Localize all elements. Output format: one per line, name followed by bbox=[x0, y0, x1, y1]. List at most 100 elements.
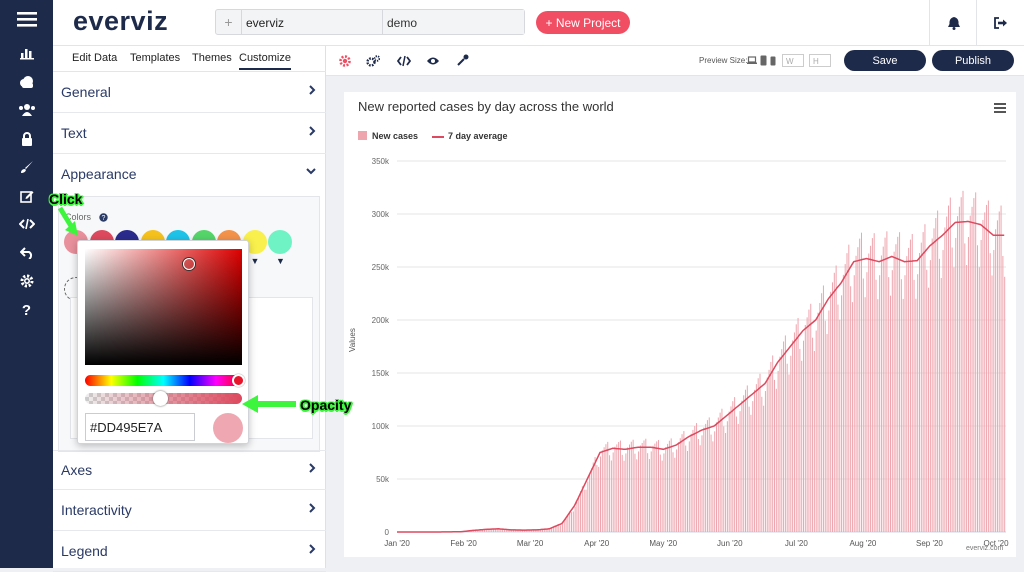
section-appearance[interactable]: Appearance bbox=[53, 155, 326, 195]
bar[interactable] bbox=[497, 529, 498, 532]
bar[interactable] bbox=[1001, 206, 1002, 532]
publish-button[interactable]: Publish bbox=[932, 50, 1014, 71]
bar[interactable] bbox=[624, 461, 625, 532]
bar[interactable] bbox=[696, 423, 697, 532]
bar[interactable] bbox=[662, 461, 663, 532]
bar[interactable] bbox=[558, 526, 559, 532]
bar[interactable] bbox=[895, 244, 896, 532]
bar[interactable] bbox=[912, 234, 913, 532]
bar[interactable] bbox=[959, 207, 960, 532]
bar[interactable] bbox=[665, 447, 666, 532]
bar[interactable] bbox=[899, 232, 900, 532]
bar[interactable] bbox=[680, 438, 681, 532]
chart-icon[interactable] bbox=[0, 40, 53, 66]
bar[interactable] bbox=[629, 445, 630, 532]
bar[interactable] bbox=[631, 442, 632, 532]
trash-icon[interactable]: ▼ bbox=[276, 256, 285, 266]
bar[interactable] bbox=[667, 444, 668, 532]
bar[interactable] bbox=[781, 349, 782, 532]
bar[interactable] bbox=[992, 275, 993, 532]
bar[interactable] bbox=[576, 501, 577, 532]
bar[interactable] bbox=[582, 486, 583, 532]
code-icon[interactable] bbox=[0, 211, 53, 237]
bar[interactable] bbox=[616, 444, 617, 532]
bar[interactable] bbox=[799, 349, 800, 532]
bar[interactable] bbox=[999, 211, 1000, 532]
bar[interactable] bbox=[963, 191, 964, 532]
tab-themes[interactable]: Themes bbox=[192, 52, 232, 64]
bar[interactable] bbox=[656, 441, 657, 532]
bar[interactable] bbox=[578, 496, 579, 532]
bar[interactable] bbox=[1002, 256, 1003, 532]
bar[interactable] bbox=[651, 451, 652, 532]
bar[interactable] bbox=[966, 265, 967, 532]
bar[interactable] bbox=[691, 434, 692, 532]
bar[interactable] bbox=[921, 243, 922, 532]
bar[interactable] bbox=[560, 525, 561, 532]
bar[interactable] bbox=[707, 420, 708, 532]
bar[interactable] bbox=[756, 384, 757, 532]
bar[interactable] bbox=[808, 310, 809, 532]
bar[interactable] bbox=[669, 441, 670, 532]
bar[interactable] bbox=[952, 248, 953, 532]
bar[interactable] bbox=[740, 411, 741, 532]
bar[interactable] bbox=[972, 207, 973, 532]
bar[interactable] bbox=[990, 253, 991, 532]
bar[interactable] bbox=[939, 259, 940, 532]
bar[interactable] bbox=[749, 407, 750, 532]
bar[interactable] bbox=[747, 385, 748, 532]
bell-icon[interactable] bbox=[929, 0, 977, 46]
bar[interactable] bbox=[970, 216, 971, 532]
bar[interactable] bbox=[779, 357, 780, 532]
bar[interactable] bbox=[589, 474, 590, 532]
gears-icon[interactable] bbox=[366, 55, 380, 67]
bar[interactable] bbox=[567, 515, 568, 533]
bar[interactable] bbox=[910, 240, 911, 532]
bar[interactable] bbox=[915, 299, 916, 532]
users-icon[interactable] bbox=[0, 97, 53, 123]
bar[interactable] bbox=[847, 253, 848, 532]
bar[interactable] bbox=[644, 440, 645, 532]
bar[interactable] bbox=[743, 395, 744, 532]
laptop-icon[interactable] bbox=[747, 56, 757, 65]
bar[interactable] bbox=[837, 305, 838, 532]
bar[interactable] bbox=[731, 406, 732, 532]
bar[interactable] bbox=[783, 341, 784, 532]
bar[interactable] bbox=[736, 417, 737, 532]
bar[interactable] bbox=[877, 299, 878, 532]
bar[interactable] bbox=[778, 371, 779, 532]
bar[interactable] bbox=[569, 511, 570, 532]
bar[interactable] bbox=[712, 441, 713, 532]
bar[interactable] bbox=[870, 246, 871, 532]
bar[interactable] bbox=[776, 389, 777, 532]
bar[interactable] bbox=[816, 331, 817, 532]
bar[interactable] bbox=[865, 297, 866, 532]
eye-icon[interactable] bbox=[426, 56, 440, 66]
bar[interactable] bbox=[745, 390, 746, 532]
bar[interactable] bbox=[1004, 277, 1005, 532]
tab-templates[interactable]: Templates bbox=[130, 52, 180, 64]
width-input[interactable]: W bbox=[782, 54, 804, 67]
bar[interactable] bbox=[988, 201, 989, 532]
bar[interactable] bbox=[818, 313, 819, 532]
bar[interactable] bbox=[964, 243, 965, 532]
bar[interactable] bbox=[654, 444, 655, 532]
bar[interactable] bbox=[863, 279, 864, 532]
bar[interactable] bbox=[982, 220, 983, 532]
bar[interactable] bbox=[663, 453, 664, 532]
bar[interactable] bbox=[765, 391, 766, 532]
bar[interactable] bbox=[924, 224, 925, 532]
bar[interactable] bbox=[825, 321, 826, 532]
bar[interactable] bbox=[562, 524, 563, 532]
bar[interactable] bbox=[810, 304, 811, 532]
bar[interactable] bbox=[834, 273, 835, 532]
bar[interactable] bbox=[600, 456, 601, 532]
section-text[interactable]: Text bbox=[53, 114, 326, 154]
bar[interactable] bbox=[729, 412, 730, 532]
bar[interactable] bbox=[852, 302, 853, 532]
bar[interactable] bbox=[888, 277, 889, 532]
edit-icon[interactable] bbox=[0, 183, 53, 209]
bar[interactable] bbox=[658, 440, 659, 532]
bar[interactable] bbox=[986, 205, 987, 532]
bar[interactable] bbox=[564, 521, 565, 532]
